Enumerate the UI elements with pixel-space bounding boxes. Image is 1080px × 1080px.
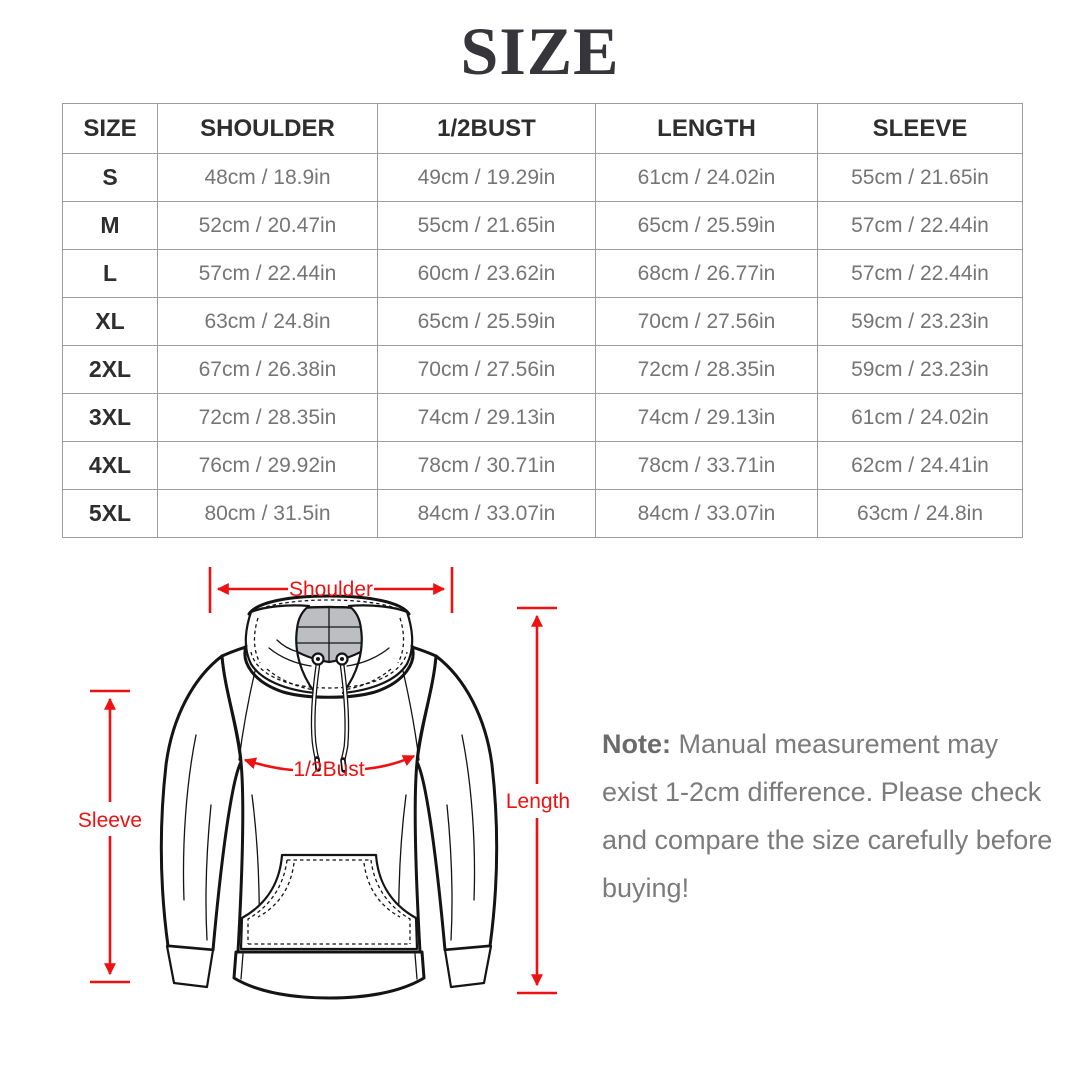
table-row: M 52cm / 20.47in 55cm / 21.65in 65cm / 2…: [62, 201, 1023, 250]
measure-cell: 52cm / 20.47in: [157, 201, 378, 250]
measure-cell: 68cm / 26.77in: [595, 249, 818, 298]
measure-cell: 65cm / 25.59in: [595, 201, 818, 250]
table-row: 5XL 80cm / 31.5in 84cm / 33.07in 84cm / …: [62, 489, 1023, 538]
length-arrow-label: Length: [506, 790, 570, 813]
measure-cell: 67cm / 26.38in: [157, 345, 378, 394]
shoulder-arrow-label: Shoulder: [289, 578, 373, 601]
size-cell: L: [62, 249, 158, 298]
hoodie-waistband: [232, 950, 426, 1000]
table-row: XL 63cm / 24.8in 65cm / 25.59in 70cm / 2…: [62, 297, 1023, 346]
measure-cell: 76cm / 29.92in: [157, 441, 378, 490]
size-cell: 3XL: [62, 393, 158, 442]
measure-cell: 55cm / 21.65in: [817, 153, 1023, 202]
hoodie-drawstrings: [310, 652, 350, 773]
measure-cell: 78cm / 30.71in: [377, 441, 596, 490]
column-header-shoulder: SHOULDER: [157, 103, 378, 154]
note-body: Manual measurement may exist 1-2cm diffe…: [602, 729, 1053, 903]
measure-cell: 84cm / 33.07in: [595, 489, 818, 538]
measure-cell: 57cm / 22.44in: [157, 249, 378, 298]
table-row: L 57cm / 22.44in 60cm / 23.62in 68cm / 2…: [62, 249, 1023, 298]
measure-cell: 63cm / 24.8in: [157, 297, 378, 346]
hoodie-sleeves: [159, 654, 499, 989]
measure-cell: 61cm / 24.02in: [595, 153, 818, 202]
measure-cell: 63cm / 24.8in: [817, 489, 1023, 538]
sleeve-arrow-label: Sleeve: [78, 809, 142, 832]
page-title: SIZE: [460, 13, 620, 89]
table-row: 4XL 76cm / 29.92in 78cm / 30.71in 78cm /…: [62, 441, 1023, 490]
measure-cell: 60cm / 23.62in: [377, 249, 596, 298]
measurement-note: Note: Manual measurement may exist 1-2cm…: [602, 720, 1054, 912]
measure-cell: 62cm / 24.41in: [817, 441, 1023, 490]
column-header-sleeve: SLEEVE: [817, 103, 1023, 154]
column-header-bust: 1/2BUST: [377, 103, 596, 154]
bust-arrow-label: 1/2Bust: [293, 758, 364, 781]
hoodie-hood: [243, 594, 415, 699]
hoodie-pocket: [239, 853, 419, 951]
measure-cell: 59cm / 23.23in: [817, 297, 1023, 346]
size-cell: S: [62, 153, 158, 202]
measure-cell: 48cm / 18.9in: [157, 153, 378, 202]
note-prefix: Note:: [602, 729, 671, 759]
sleeve-arrow: Sleeve: [78, 689, 142, 984]
measure-cell: 74cm / 29.13in: [377, 393, 596, 442]
measure-cell: 78cm / 33.71in: [595, 441, 818, 490]
measure-cell: 80cm / 31.5in: [157, 489, 378, 538]
shoulder-arrow: Shoulder: [208, 567, 454, 613]
measure-cell: 72cm / 28.35in: [595, 345, 818, 394]
size-cell: XL: [62, 297, 158, 346]
measure-cell: 70cm / 27.56in: [595, 297, 818, 346]
column-header-length: LENGTH: [595, 103, 818, 154]
table-row: 2XL 67cm / 26.38in 70cm / 27.56in 72cm /…: [62, 345, 1023, 394]
size-cell: 4XL: [62, 441, 158, 490]
size-cell: 2XL: [62, 345, 158, 394]
table-row: 3XL 72cm / 28.35in 74cm / 29.13in 74cm /…: [62, 393, 1023, 442]
measure-cell: 72cm / 28.35in: [157, 393, 378, 442]
measure-cell: 49cm / 19.29in: [377, 153, 596, 202]
measure-cell: 57cm / 22.44in: [817, 201, 1023, 250]
header-row: SIZE SHOULDER 1/2BUST LENGTH SLEEVE: [62, 103, 1023, 154]
length-arrow: Length: [506, 606, 570, 995]
size-table: SIZE SHOULDER 1/2BUST LENGTH SLEEVE S 48…: [62, 103, 1023, 538]
bust-arrow: 1/2Bust: [243, 754, 416, 781]
column-header-size: SIZE: [62, 103, 158, 154]
measure-cell: 74cm / 29.13in: [595, 393, 818, 442]
measure-cell: 61cm / 24.02in: [817, 393, 1023, 442]
measure-cell: 70cm / 27.56in: [377, 345, 596, 394]
size-cell: 5XL: [62, 489, 158, 538]
measure-cell: 84cm / 33.07in: [377, 489, 596, 538]
measure-cell: 57cm / 22.44in: [817, 249, 1023, 298]
measure-cell: 59cm / 23.23in: [817, 345, 1023, 394]
hoodie-measurement-diagram: Shoulder 1/2Bust Length Sleeve: [78, 567, 570, 1000]
table-row: S 48cm / 18.9in 49cm / 19.29in 61cm / 24…: [62, 153, 1023, 202]
measure-cell: 65cm / 25.59in: [377, 297, 596, 346]
size-cell: M: [62, 201, 158, 250]
measure-cell: 55cm / 21.65in: [377, 201, 596, 250]
hoodie-body: [220, 636, 438, 954]
